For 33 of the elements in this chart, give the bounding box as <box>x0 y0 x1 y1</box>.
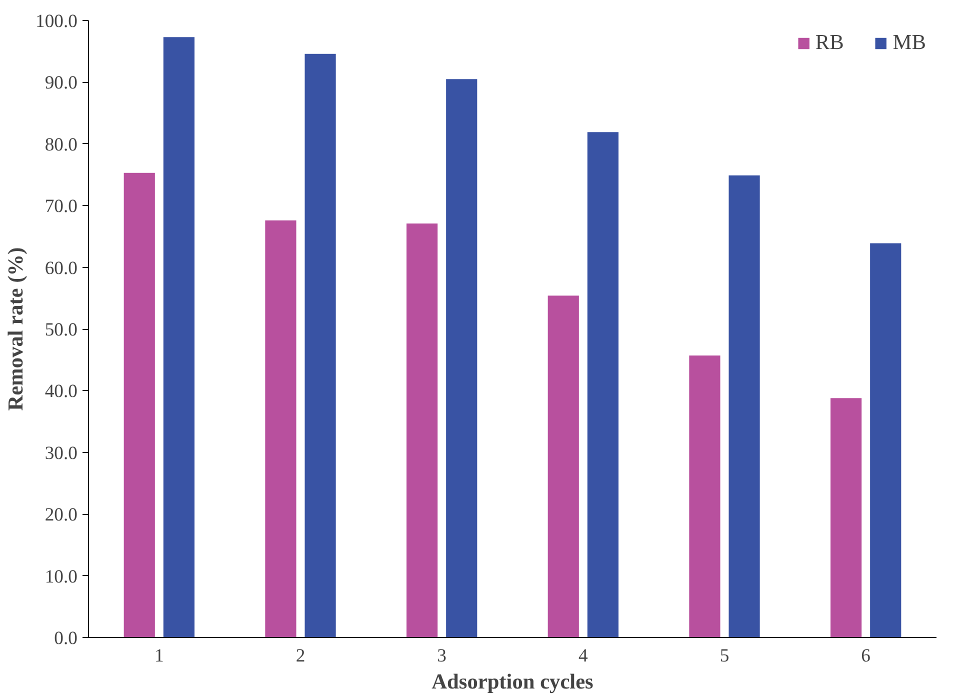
bar <box>304 54 336 638</box>
legend-label: RB <box>815 30 844 55</box>
y-tick-label: 40.0 <box>44 381 78 402</box>
bar <box>689 356 720 638</box>
x-tick-label: 5 <box>720 646 730 666</box>
y-tick-label: 60.0 <box>44 258 78 279</box>
x-tick-label: 6 <box>861 646 870 666</box>
bar <box>728 175 760 638</box>
bar <box>830 398 862 638</box>
x-axis-title: Adsorption cycles <box>432 670 594 694</box>
bar <box>265 220 296 638</box>
y-axis-title: Removal rate (%) <box>4 247 28 411</box>
bar <box>548 296 579 638</box>
bar <box>587 132 618 638</box>
legend-label: MB <box>892 30 926 55</box>
bar <box>870 243 902 638</box>
y-tick-label: 70.0 <box>44 196 78 218</box>
y-tick-label: 90.0 <box>44 72 78 94</box>
x-tick-label: 3 <box>437 646 446 666</box>
y-tick-label: 20.0 <box>44 504 78 526</box>
x-tick-label: 1 <box>154 646 164 666</box>
y-tick-label: 100.0 <box>36 11 78 32</box>
x-tick-label: 4 <box>578 646 589 666</box>
x-tick-label: 2 <box>296 646 306 666</box>
bar <box>446 79 478 638</box>
y-tick-label: 10.0 <box>44 566 78 588</box>
y-tick-label: 50.0 <box>44 320 78 340</box>
y-tick-label: 0.0 <box>54 628 78 649</box>
y-tick-label: 30.0 <box>44 442 78 464</box>
bar <box>406 223 438 638</box>
bar <box>163 37 194 638</box>
bar <box>124 172 155 638</box>
y-tick-label: 80.0 <box>44 134 78 156</box>
